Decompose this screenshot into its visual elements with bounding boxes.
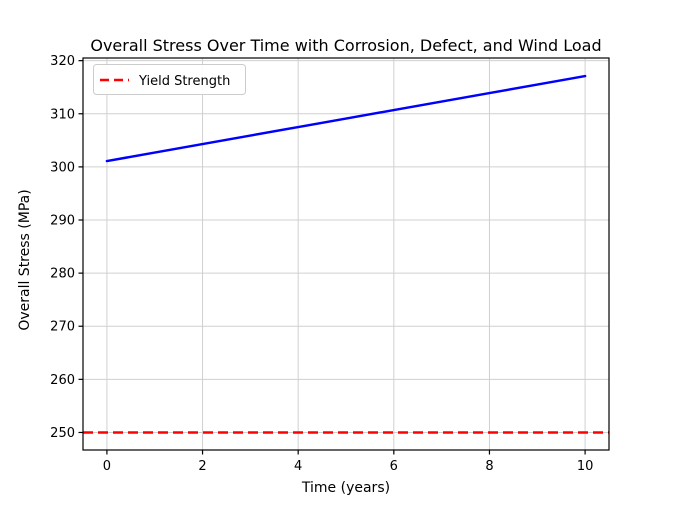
legend-box: [93, 64, 246, 95]
y-tick-label: 290: [50, 214, 75, 229]
y-axis-label: Overall Stress (MPa): [17, 189, 33, 330]
y-tick-label: 250: [50, 426, 75, 441]
x-tick-label: 10: [577, 459, 594, 474]
series-line-overall-stress: [105, 74, 587, 163]
x-tick-label: 2: [198, 459, 206, 474]
y-tick-label: 260: [50, 373, 75, 388]
y-tick-label: 280: [50, 267, 75, 282]
x-axis-label: Time (years): [301, 480, 390, 496]
x-tick-label: 0: [103, 459, 111, 474]
legend: Yield Strength: [93, 64, 246, 95]
x-tick-label: 8: [485, 459, 493, 474]
plot-area: 0 2 4 6 8 10 250 260 270 280 290 300 310 320: [50, 54, 610, 474]
axes-frame: [82, 57, 610, 451]
y-tick-label: 310: [50, 107, 75, 122]
x-tick-label: 4: [294, 459, 302, 474]
y-tick-label: 320: [50, 54, 75, 69]
legend-label: Yield Strength: [138, 74, 230, 89]
y-tick-label: 270: [50, 320, 75, 335]
y-tick-label: 300: [50, 160, 75, 175]
chart-title: Overall Stress Over Time with Corrosion,…: [90, 36, 601, 55]
x-tick-label: 6: [390, 459, 398, 474]
